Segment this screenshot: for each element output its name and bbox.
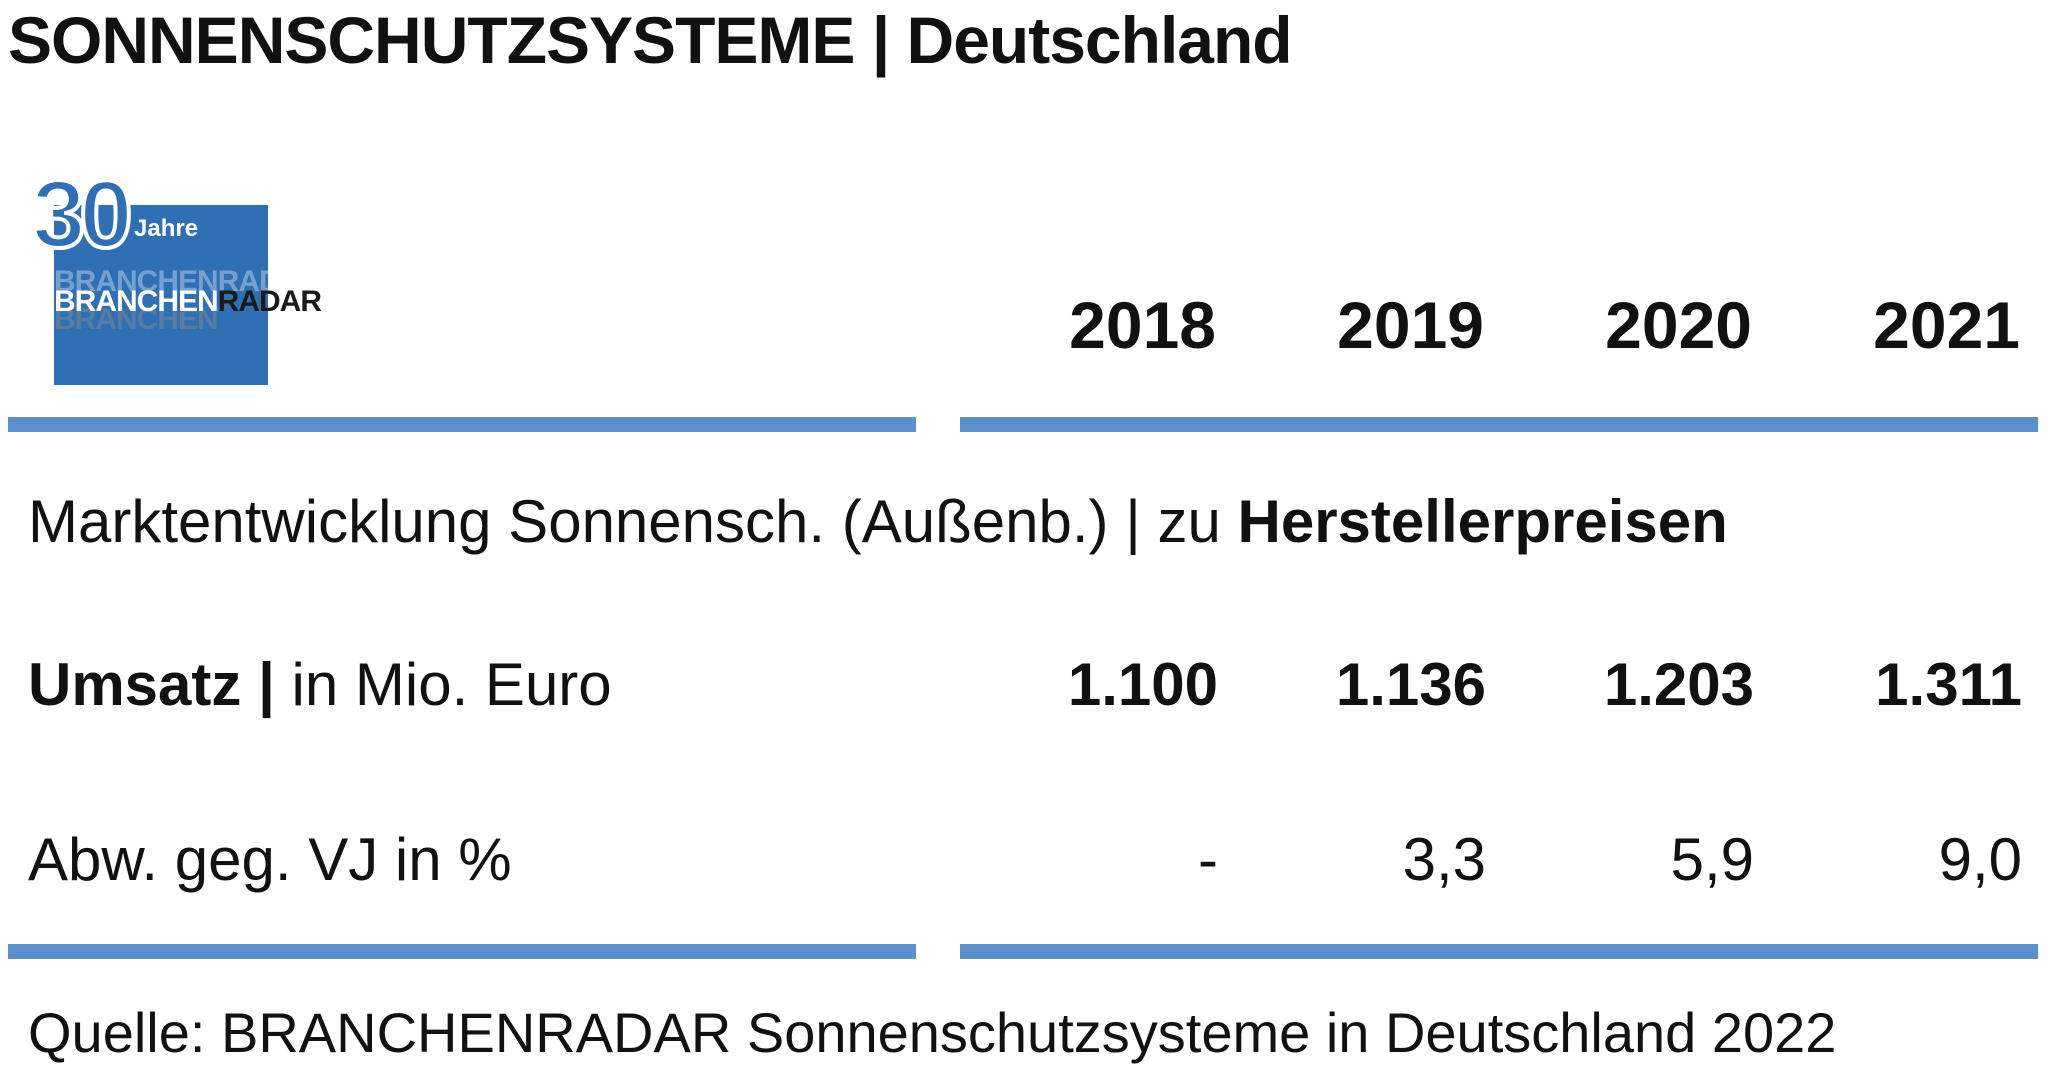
branchenradar-logo: 30 Jahre BRANCHENRADAR BRANCHEN BRANCHEN… <box>30 163 362 395</box>
logo-brand-part2: RADAR <box>217 285 322 318</box>
year-header: 2018 <box>1069 288 1216 362</box>
logo-ghost-text: BRANCHENRADAR <box>54 265 322 299</box>
table-cell-umsatz: 1.311 <box>1875 651 2022 718</box>
logo-brand: BRANCHENRADAR <box>54 285 322 319</box>
table-cell-umsatz: 1.136 <box>1335 651 1486 718</box>
subtitle-emphasis: Herstellerpreisen <box>1237 488 1728 555</box>
table-cell-abw: 5,9 <box>1670 826 1754 893</box>
umsatz-label-bold: Umsatz | <box>28 651 275 718</box>
top-rule-left <box>8 417 916 432</box>
logo-number: 30 <box>30 161 135 268</box>
table-cell-abw: - <box>1198 826 1218 893</box>
bottom-rule-right <box>960 944 2038 959</box>
table-cell-umsatz: 1.100 <box>1067 651 1218 718</box>
bottom-rule-left <box>8 944 916 959</box>
table-cell-abw: 9,0 <box>1938 826 2022 893</box>
year-header: 2019 <box>1337 288 1484 362</box>
source-note: Quelle: BRANCHENRADAR Sonnenschutzsystem… <box>28 1001 1837 1064</box>
subtitle-prefix: Marktentwicklung Sonnensch. (Außenb.) | … <box>28 488 1238 555</box>
logo-ghost-part2: RADAR <box>217 265 322 298</box>
year-header: 2020 <box>1605 288 1752 362</box>
row-label-umsatz: Umsatz | in Mio. Euro <box>28 645 612 725</box>
table-cell-abw: 3,3 <box>1402 826 1486 893</box>
top-rule-right <box>960 417 2038 432</box>
table-cell-umsatz: 1.203 <box>1603 651 1754 718</box>
page-title: SONNENSCHUTZSYSTEME | Deutschland <box>8 3 1293 77</box>
umsatz-label-rest: in Mio. Euro <box>274 651 612 718</box>
logo-ghost-text-2: BRANCHEN <box>54 303 219 337</box>
logo-ghost2-part1: BRANCHEN <box>54 303 219 336</box>
logo-jahre: Jahre <box>134 215 199 242</box>
table-subtitle: Marktentwicklung Sonnensch. (Außenb.) | … <box>28 482 1728 562</box>
logo-brand-part1: BRANCHEN <box>54 285 219 318</box>
logo-ghost-part1: BRANCHEN <box>54 265 219 298</box>
row-label-abw: Abw. geg. VJ in % <box>28 826 512 893</box>
year-header: 2021 <box>1873 288 2020 362</box>
logo-box <box>54 205 268 385</box>
